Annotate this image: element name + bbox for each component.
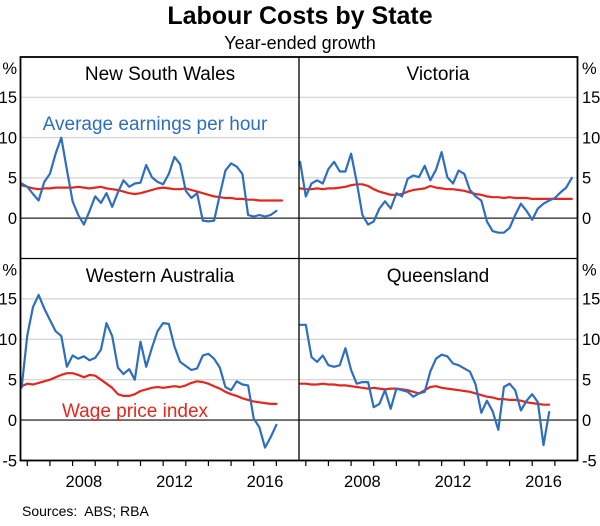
x-axis-label-2016: 2016 [525, 473, 562, 491]
y-axis-label-right-%: % [582, 261, 597, 279]
earnings-line-new-south-wales [20, 136, 278, 226]
wpi-line-victoria [299, 183, 573, 200]
y-axis-label-left-5: 5 [8, 371, 17, 389]
y-axis-label-left-0: 0 [8, 210, 17, 228]
chart-title: Labour Costs by State [167, 2, 433, 30]
panel-title-western-australia: Western Australia [85, 266, 235, 287]
series-label-average-earnings-per-hour: Average earnings per hour [42, 114, 268, 135]
y-axis-label-left-15: 15 [0, 291, 17, 309]
y-axis-label-left-10: 10 [0, 331, 17, 349]
x-axis-label-2008: 2008 [344, 473, 381, 491]
x-axis-label-2008: 2008 [66, 473, 103, 491]
earnings-line-western-australia [20, 293, 278, 449]
series-label-wage-price-index: Wage price index [61, 401, 209, 422]
y-axis-label-right-0: 0 [582, 412, 591, 430]
y-axis-label-right-10: 10 [582, 331, 600, 349]
y-axis-label-right-15: 15 [582, 291, 600, 309]
y-axis-label-right-0: 0 [582, 210, 591, 228]
y-axis-label-left-15: 15 [0, 89, 17, 107]
x-axis-label-2012: 2012 [156, 473, 193, 491]
y-axis-label-right--5: -5 [582, 452, 597, 470]
earnings-line-queensland [299, 323, 551, 447]
wpi-line-western-australia [20, 372, 278, 405]
y-axis-label-left-%: % [2, 261, 17, 279]
earnings-line-victoria [299, 151, 573, 234]
y-axis-label-left-5: 5 [8, 170, 17, 188]
y-axis-label-left-0: 0 [8, 412, 17, 430]
y-axis-label-left-%: % [2, 60, 17, 78]
y-axis-label-right-%: % [582, 60, 597, 78]
x-axis-label-2016: 2016 [247, 473, 284, 491]
y-axis-label-left--5: -5 [2, 452, 17, 470]
y-axis-label-right-5: 5 [582, 371, 591, 389]
panel-title-queensland: Queensland [386, 266, 490, 287]
wpi-line-new-south-wales [20, 184, 284, 202]
sources-note: Sources: ABS; RBA [22, 503, 149, 519]
y-axis-label-right-5: 5 [582, 170, 591, 188]
panel-title-victoria: Victoria [406, 64, 470, 85]
panel-title-new-south-wales: New South Wales [84, 64, 236, 85]
x-axis-label-2012: 2012 [435, 473, 472, 491]
y-axis-label-right-15: 15 [582, 89, 600, 107]
y-axis-label-left-10: 10 [0, 129, 17, 147]
chart-subtitle: Year-ended growth [224, 33, 376, 53]
y-axis-label-right-10: 10 [582, 129, 600, 147]
